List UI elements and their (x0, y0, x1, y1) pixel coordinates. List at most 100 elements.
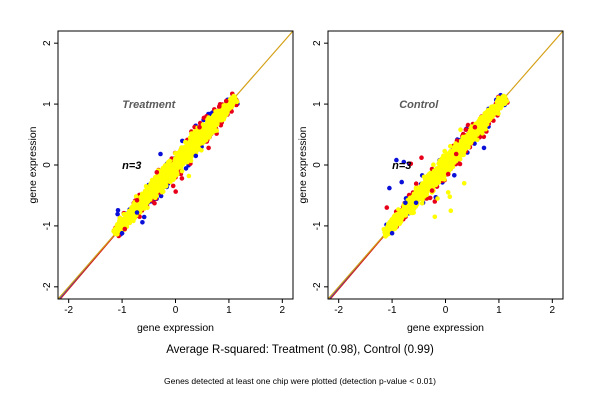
data-point (498, 99, 503, 104)
data-point (452, 173, 457, 178)
data-point (414, 191, 420, 197)
data-point (224, 105, 230, 110)
data-point (382, 227, 387, 233)
data-point (183, 139, 188, 145)
data-point (166, 176, 172, 181)
x-tick-label: 0 (443, 305, 449, 316)
data-point (465, 132, 471, 137)
data-point (413, 200, 419, 206)
x-tick-label: 2 (550, 305, 556, 316)
data-point (465, 122, 471, 128)
data-point (129, 209, 134, 215)
data-point (399, 179, 405, 185)
y-tick-label: 0 (42, 162, 53, 168)
data-point (152, 177, 158, 183)
data-point (162, 173, 168, 178)
data-point (158, 151, 163, 157)
data-point (445, 171, 451, 177)
x-tick-label: 0 (173, 305, 179, 316)
data-point (422, 183, 427, 188)
data-point (481, 145, 487, 151)
data-point (437, 176, 442, 182)
data-point (115, 211, 120, 217)
series-red (122, 98, 229, 232)
data-point (421, 174, 427, 180)
data-point (398, 211, 404, 217)
data-point (468, 135, 473, 140)
data-point (485, 114, 491, 120)
data-point (206, 135, 212, 140)
data-point (188, 148, 193, 153)
data-point (434, 169, 440, 174)
data-point (447, 194, 453, 199)
data-point (461, 141, 466, 146)
point-cloud (111, 93, 240, 237)
data-point (217, 112, 223, 117)
data-point (156, 173, 161, 179)
y-tick-label: -2 (312, 282, 323, 291)
data-point (413, 187, 419, 193)
y-axis-label: gene expression (297, 126, 309, 203)
data-point (384, 205, 390, 210)
data-point (215, 115, 221, 121)
data-point (134, 210, 140, 215)
data-point (459, 147, 465, 152)
data-point (398, 219, 404, 224)
data-point (432, 199, 438, 204)
data-point (403, 212, 409, 217)
data-point (469, 129, 474, 134)
data-point (176, 160, 182, 165)
data-point (472, 124, 478, 130)
data-point (145, 205, 150, 211)
data-point (435, 196, 440, 201)
data-point (154, 170, 160, 175)
data-point (204, 122, 210, 127)
series-red (384, 124, 478, 210)
data-point (124, 213, 130, 219)
data-point (417, 186, 423, 191)
data-point (149, 184, 154, 190)
y-tick-label: 0 (312, 162, 323, 168)
data-point (210, 124, 216, 129)
data-point (419, 155, 424, 160)
y-tick-label: -1 (312, 221, 323, 230)
data-point (165, 162, 170, 168)
data-point (186, 173, 192, 179)
data-point (172, 160, 177, 166)
y-tick-label: 1 (312, 101, 323, 107)
data-point (445, 151, 450, 157)
data-point (449, 153, 455, 159)
data-point (477, 118, 483, 123)
y-axis-label: gene expression (27, 126, 39, 203)
data-point (433, 172, 439, 178)
data-point (448, 208, 454, 213)
data-point (403, 200, 408, 206)
data-point (140, 192, 145, 197)
footnote-caption: Genes detected at least one chip were pl… (164, 376, 436, 386)
figure: -2 -1 0 1 2 -2 -1 0 1 2 gene expression gene expres… (27, 30, 564, 334)
data-point (170, 183, 176, 189)
data-point (481, 124, 487, 130)
data-point (459, 152, 464, 158)
data-point (134, 198, 140, 203)
data-point (221, 109, 226, 114)
y-tick-label: 2 (312, 40, 323, 46)
x-tick-label: -1 (118, 305, 127, 316)
data-point (489, 115, 494, 120)
plot-area (328, 31, 563, 299)
data-point (133, 194, 139, 199)
data-point (461, 181, 467, 186)
y-tick-label: 2 (42, 40, 53, 46)
data-point (206, 115, 211, 120)
data-point (180, 154, 186, 160)
panel-title: Treatment (122, 99, 176, 111)
replicate-count: n=3 (392, 160, 411, 172)
series-yellow (143, 115, 211, 189)
x-tick-label: -2 (334, 305, 343, 316)
data-point (231, 97, 236, 103)
data-point (119, 230, 125, 236)
data-point (471, 133, 477, 139)
x-axis-label: gene expression (137, 322, 214, 334)
data-point (128, 217, 133, 223)
data-point (201, 115, 207, 121)
